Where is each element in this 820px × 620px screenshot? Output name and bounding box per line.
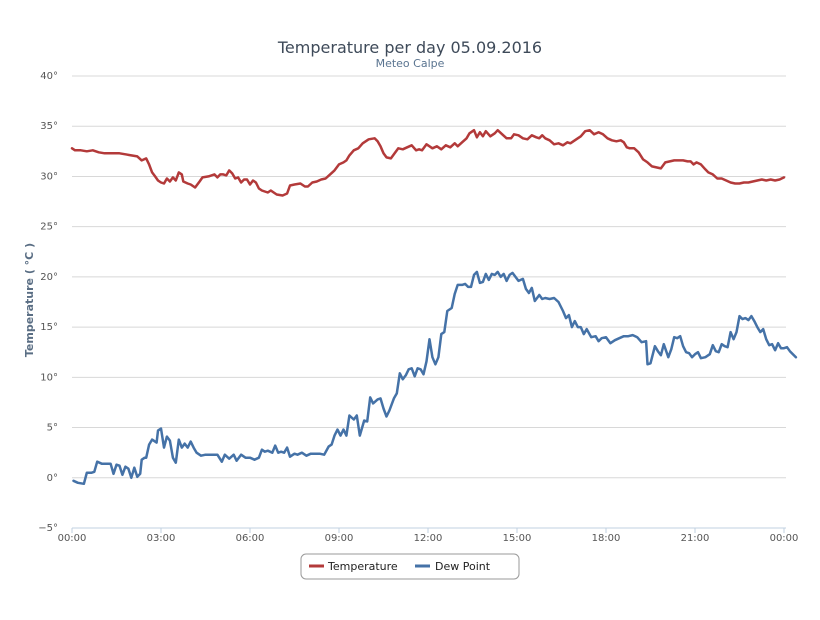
x-tick-label: 00:00 — [58, 533, 87, 544]
legend-label-temperature: Temperature — [327, 560, 398, 573]
y-tick-label: 15° — [40, 322, 58, 333]
y-tick-label: 20° — [40, 272, 58, 283]
series-line-temperature[interactable] — [70, 128, 786, 197]
x-tick-label: 18:00 — [592, 533, 621, 544]
x-tick-label: 00:00 — [770, 533, 799, 544]
chart-title: Temperature per day 05.09.2016 — [277, 38, 542, 57]
x-tick-label: 12:00 — [414, 533, 443, 544]
legend-item-temperature[interactable]: Temperature — [309, 560, 398, 573]
legend-item-dew-point[interactable]: Dew Point — [415, 560, 491, 573]
y-tick-label: −5° — [38, 523, 58, 534]
x-axis-ticks: 00:00 03:00 06:00 09:00 12:00 15:00 18:00 21:00… — [58, 528, 799, 544]
grid-lines — [72, 75, 786, 529]
x-tick-label: 06:00 — [236, 533, 265, 544]
series-line-dew-point[interactable] — [72, 270, 798, 486]
x-tick-label: 03:00 — [147, 533, 176, 544]
y-tick-label: 0° — [47, 473, 58, 484]
y-axis-label: Temperature ( °C ) — [23, 243, 36, 357]
legend: Temperature Dew Point — [300, 553, 520, 580]
y-tick-label: 40° — [40, 71, 58, 82]
y-tick-label: 30° — [40, 171, 58, 182]
x-tick-label: 09:00 — [325, 533, 354, 544]
y-tick-label: 10° — [40, 372, 58, 383]
y-tick-label: 5° — [47, 423, 58, 434]
y-tick-label: 25° — [40, 222, 58, 233]
chart-subtitle: Meteo Calpe — [376, 57, 445, 70]
y-axis-ticks: 40° 35° 30° 25° 20° 15° 10° 5° 0° −5° — [38, 71, 58, 534]
x-tick-label: 15:00 — [503, 533, 532, 544]
legend-box — [300, 553, 520, 580]
legend-label-dew-point: Dew Point — [435, 560, 491, 573]
series-lines — [70, 128, 798, 486]
x-tick-label: 21:00 — [681, 533, 710, 544]
y-tick-label: 35° — [40, 121, 58, 132]
